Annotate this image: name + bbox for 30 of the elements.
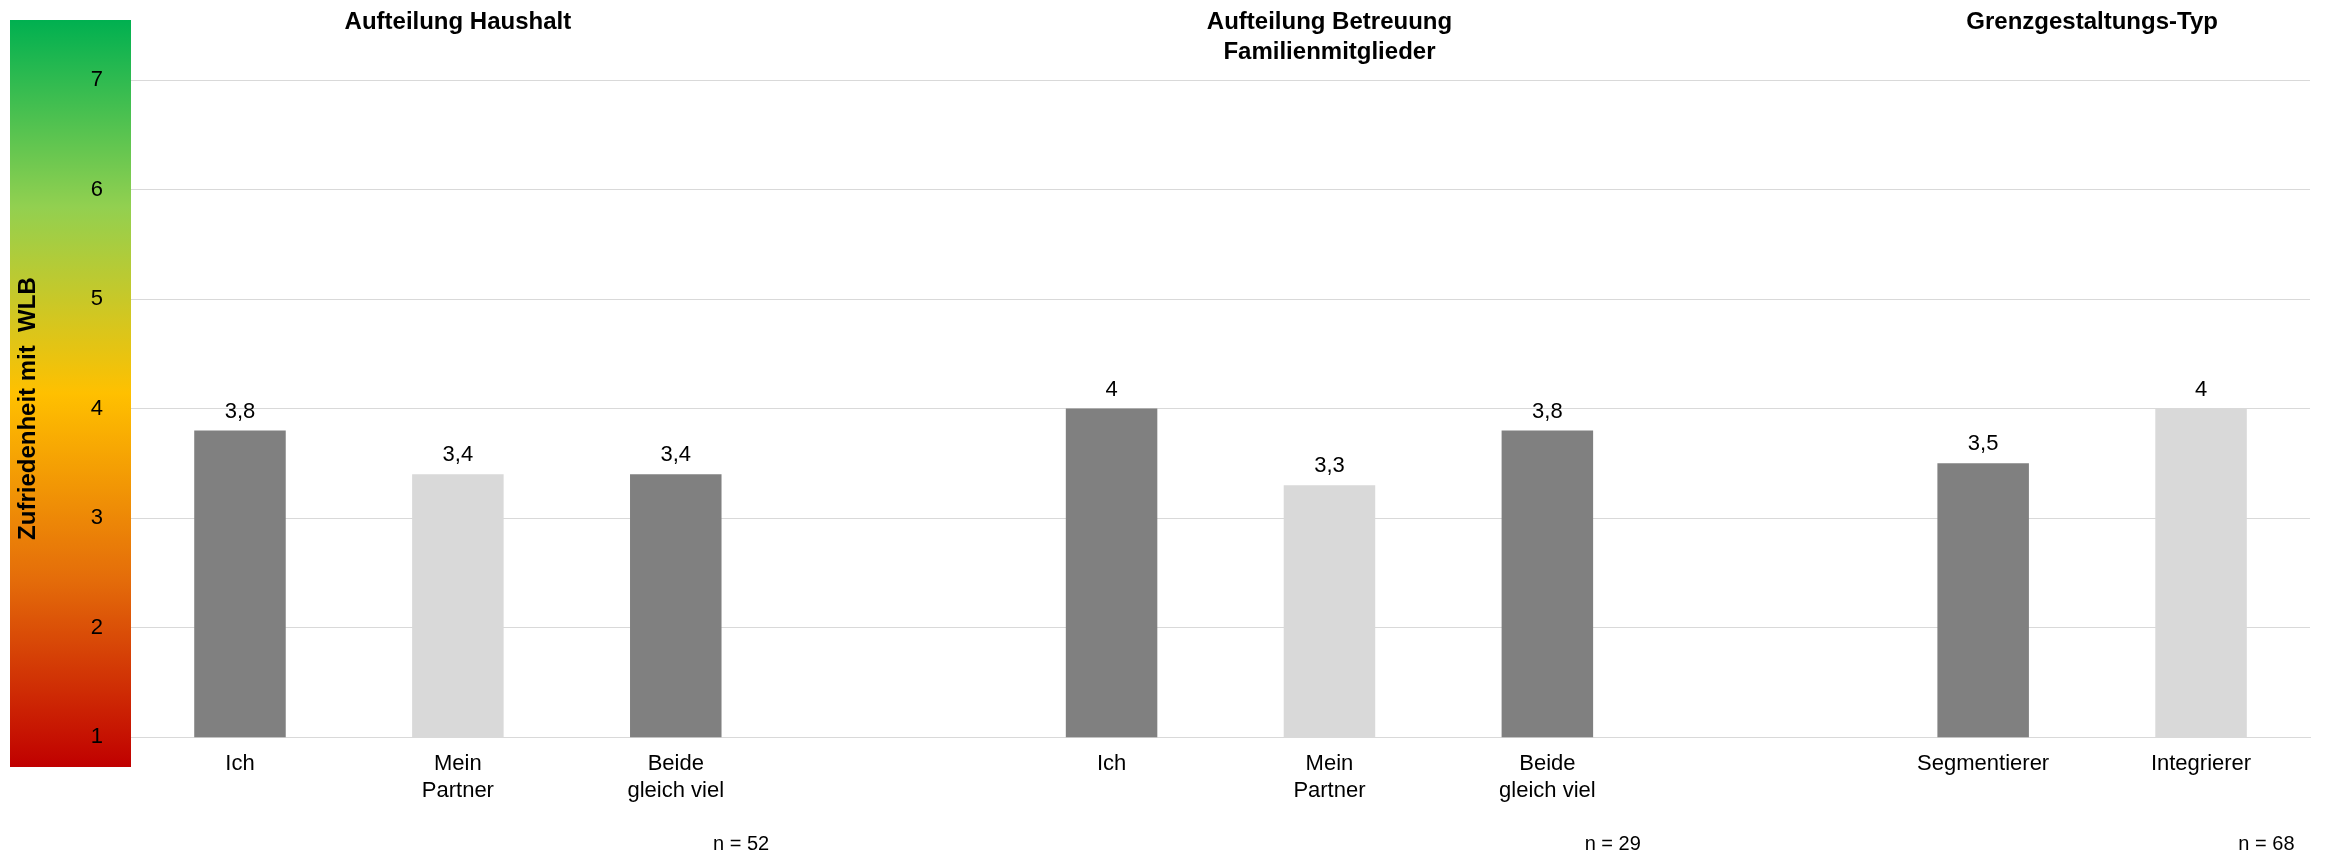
x-tick-label: Beide gleich viel <box>1499 750 1596 802</box>
data-label: 3,3 <box>1314 452 1345 478</box>
y-tick-label: 4 <box>90 394 104 420</box>
data-label: 3,8 <box>224 397 256 423</box>
text: Aufteilung Betreuung Familienmitglieder <box>1206 6 1453 64</box>
x-tick-label: Integrierer <box>2150 750 2252 776</box>
x-tick-label: Ich <box>1096 750 1127 776</box>
data-label: 3,8 <box>1532 397 1563 423</box>
y-tick-label: 1 <box>90 723 104 749</box>
text: n = 68 <box>2238 831 2295 854</box>
data-label: 4 <box>2194 375 2208 401</box>
y-tick-label: 5 <box>90 285 104 311</box>
data-label: 4 <box>1105 375 1118 401</box>
text: n = 29 <box>1584 831 1641 854</box>
data-label: 3,4 <box>442 441 474 467</box>
x-tick-label: Mein Partner <box>421 750 494 802</box>
data-label: 3,4 <box>660 441 692 467</box>
text: n = 52 <box>713 831 770 854</box>
y-tick-label: 6 <box>90 175 104 201</box>
text: Aufteilung Haushalt <box>344 6 572 34</box>
x-tick-label: Segmentierer <box>1917 750 2050 776</box>
x-tick-label: Ich <box>225 750 255 776</box>
x-tick-label: Mein Partner <box>1293 750 1366 802</box>
text: Grenzgestaltungs-Typ <box>1966 6 2218 34</box>
y-tick-label: 3 <box>90 504 104 530</box>
y-tick-label: 2 <box>90 613 104 639</box>
x-tick-label: Beide gleich viel <box>627 750 725 802</box>
data-label: 3,5 <box>1967 430 1999 456</box>
y-tick-label: 7 <box>90 66 104 92</box>
y-axis-title: Zufriedenheit mit WLB <box>13 277 41 540</box>
